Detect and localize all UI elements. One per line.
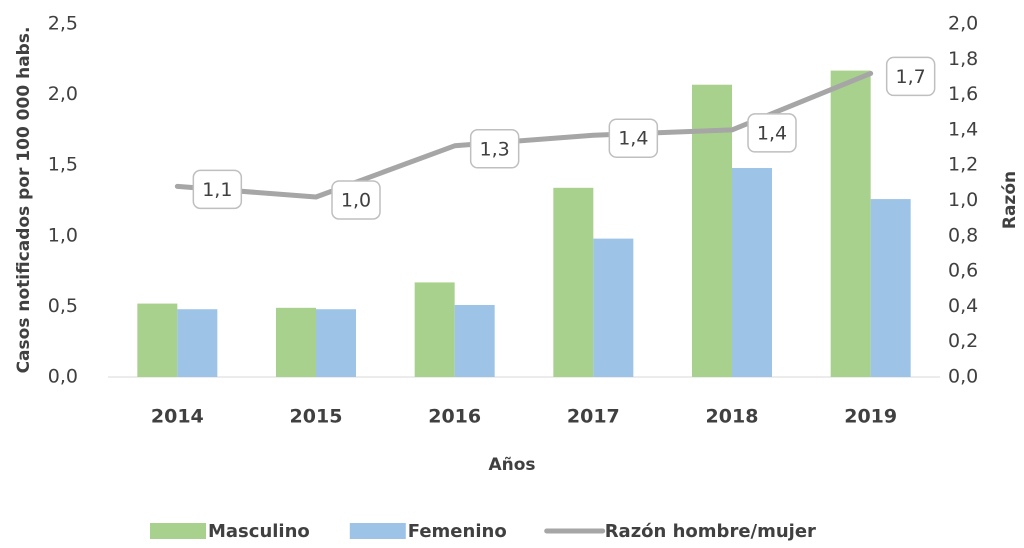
y-tick-label: 1,0 (48, 224, 78, 246)
x-tick-label: 2016 (428, 406, 481, 428)
y2-tick-label: 0,6 (948, 260, 978, 282)
data-label: 1,0 (341, 189, 371, 211)
x-tick-label: 2018 (706, 406, 759, 428)
bar (316, 309, 356, 377)
legend-swatch (349, 523, 406, 539)
legend-swatch (150, 523, 206, 539)
data-label-box (469, 129, 520, 169)
y-tick-label: 1,5 (48, 154, 78, 176)
bar (732, 168, 772, 377)
bar (553, 187, 594, 377)
bar (414, 282, 455, 377)
data-label: 1,4 (618, 128, 648, 150)
x-tick-label: 2015 (290, 406, 343, 428)
legend-label: Masculino (208, 521, 310, 542)
y2-tick-label: 1,6 (948, 83, 978, 105)
data-label-box (608, 118, 659, 158)
legend-label: Razón hombre/mujer (605, 521, 816, 542)
y-tick-label: 2,5 (48, 13, 78, 35)
data-label-box (331, 180, 381, 220)
x-tick-label: 2017 (567, 406, 620, 428)
y2-tick-label: 1,8 (948, 48, 978, 70)
x-tick-label: 2014 (151, 406, 204, 428)
y2-tick-label: 1,4 (948, 118, 978, 140)
y2-axis-title: Razón (1000, 171, 1020, 229)
bar (276, 307, 316, 377)
y-tick-label: 2,0 (48, 83, 78, 105)
bar (454, 304, 495, 377)
bar (177, 309, 218, 377)
y2-tick-label: 0,4 (948, 295, 978, 317)
data-label: 1,4 (757, 122, 787, 144)
y-tick-label: 0,5 (48, 295, 78, 317)
data-label-box (885, 56, 936, 97)
data-label: 1,1 (202, 179, 232, 201)
y2-tick-label: 2,0 (948, 13, 978, 35)
y2-tick-label: 1,2 (948, 154, 978, 176)
y2-tick-label: 0,8 (948, 224, 978, 246)
data-label-box (747, 113, 797, 153)
y-axis-title: Casos notificados por 100 000 habs. (14, 27, 34, 374)
bar (593, 238, 634, 377)
bar (137, 303, 178, 377)
y2-tick-label: 1,0 (948, 189, 978, 211)
data-label-box (192, 169, 243, 210)
data-label: 1,3 (480, 138, 510, 160)
y2-tick-label: 0,0 (948, 366, 978, 388)
data-label: 1,7 (896, 66, 926, 88)
x-tick-label: 2019 (844, 406, 897, 428)
legend-label: Femenino (408, 521, 507, 542)
y-tick-label: 0,0 (48, 366, 78, 388)
y2-tick-label: 0,2 (948, 330, 978, 352)
bar (830, 70, 871, 377)
x-axis-title: Años (488, 455, 535, 475)
bar (870, 199, 911, 377)
